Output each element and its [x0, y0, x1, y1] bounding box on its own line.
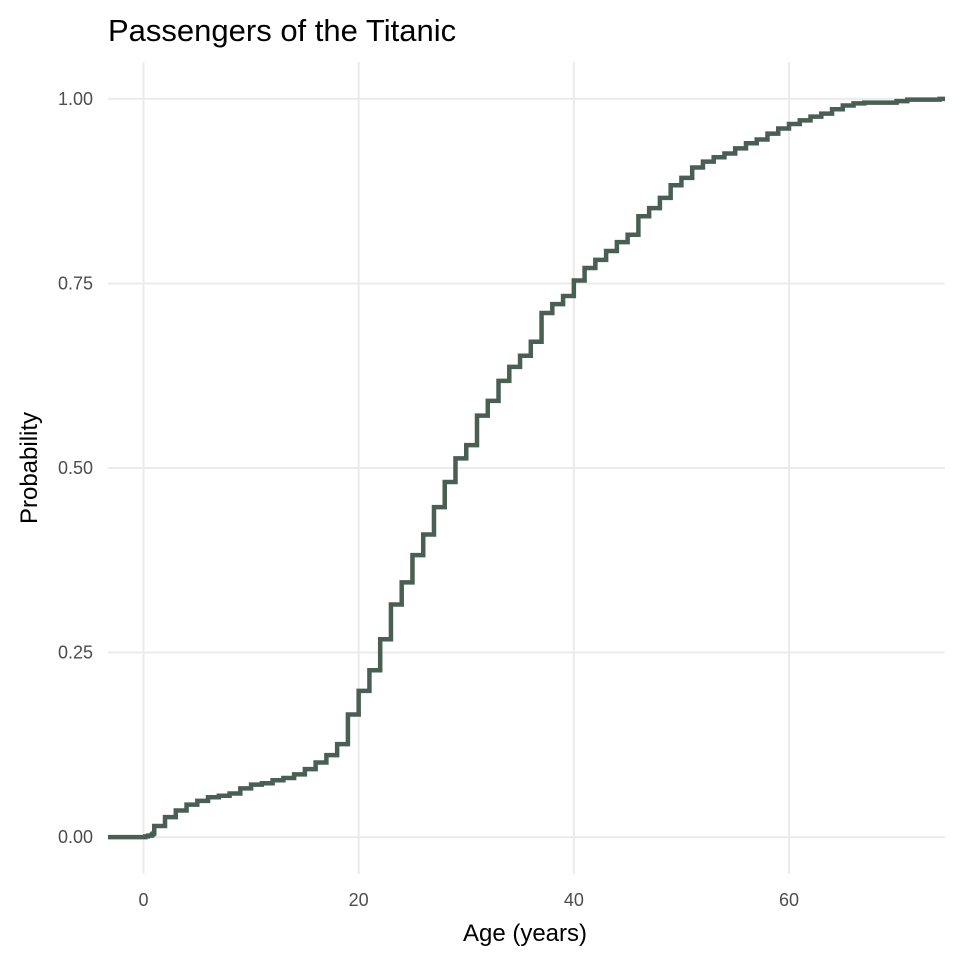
ecdf-step-line [108, 96, 945, 840]
series-layer [108, 96, 945, 840]
y-tick-label: 0.75 [58, 273, 93, 293]
grid-lines [108, 62, 945, 874]
x-tick-label: 40 [564, 890, 584, 910]
x-tick-label: 20 [349, 890, 369, 910]
y-tick-label: 0.25 [58, 643, 93, 663]
chart-title: Passengers of the Titanic [108, 13, 456, 48]
x-tick-label: 0 [138, 890, 148, 910]
x-tick-label: 60 [779, 890, 799, 910]
y-tick-label: 0.50 [58, 458, 93, 478]
y-tick-label: 1.00 [58, 89, 93, 109]
y-tick-label: 0.00 [58, 827, 93, 847]
x-axis-title: Age (years) [463, 920, 587, 947]
y-axis-title: Probability [16, 412, 43, 524]
axis-tick-labels: 0 20 40 60 0.00 0.25 0.50 0.75 1.00 [58, 89, 799, 910]
